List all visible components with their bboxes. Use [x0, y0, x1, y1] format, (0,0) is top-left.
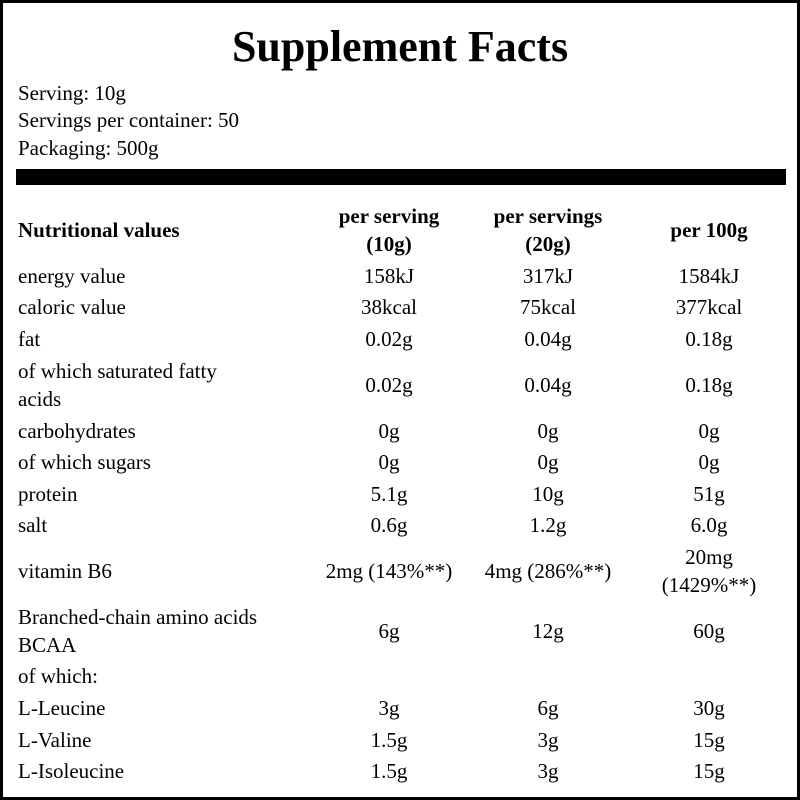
nutrient-value: 1.2g — [529, 513, 567, 537]
divider-bar — [16, 169, 786, 185]
nutrient-value: 6.0g — [690, 513, 728, 537]
nutrient-value: 30g — [693, 696, 725, 720]
nutrient-label: Branched-chain amino acids BCAA — [18, 605, 258, 657]
nutrient-row: L-Valine 1.5g 3g 15g — [3, 725, 797, 755]
serving-info: Serving: 10g — [18, 81, 126, 105]
nutrient-row: L-Isoleucine 1.5g 3g 15g — [3, 756, 797, 786]
nutrient-value: 0g — [537, 419, 559, 443]
nutrient-label: carbohydrates — [18, 419, 136, 443]
nutrient-value: 3g — [537, 759, 559, 783]
column-header: per servings (20g) — [493, 204, 603, 256]
nutrient-value: 60g — [693, 619, 725, 643]
nutrient-label: of which saturated fatty acids — [18, 359, 217, 411]
nutrient-value: 5.1g — [370, 482, 408, 506]
nutrient-row: of which: — [3, 661, 797, 691]
nutrient-row: fat 0.02g 0.04g 0.18g — [3, 324, 797, 354]
nutrient-value: 0g — [698, 419, 720, 443]
nutrient-value: 0.18g — [685, 327, 733, 351]
header-row: Nutritional values per serving (10g) per s… — [3, 201, 797, 259]
nutrient-value: 1.5g — [370, 728, 408, 752]
nutrient-label: salt — [18, 513, 48, 537]
nutrient-value: 0.04g — [524, 327, 572, 351]
nutrient-value: 75kcal — [520, 295, 576, 319]
nutrient-value: 0.02g — [365, 373, 413, 397]
nutrient-row: of which saturated fatty acids 0.02g 0.04g… — [3, 355, 797, 415]
nutrient-value: 317kJ — [522, 264, 574, 288]
nutrient-value: 1.5g — [370, 759, 408, 783]
nutrient-value: 377kcal — [675, 295, 743, 319]
nutrient-row: of which sugars 0g 0g 0g — [3, 447, 797, 477]
nutrient-value: 38kcal — [361, 295, 417, 319]
nutrient-value: 3g — [537, 728, 559, 752]
nutrient-label: L-Leucine — [18, 696, 106, 720]
nutrient-value: 0g — [378, 419, 400, 443]
nutrient-value: 2mg (143%**) — [325, 559, 453, 583]
nutrient-label: vitamin B6 — [18, 559, 112, 583]
nutrient-row: carbohydrates 0g 0g 0g — [3, 416, 797, 446]
nutrient-value: 4mg (286%**) — [484, 559, 612, 583]
nutrient-value: 15g — [693, 728, 725, 752]
nutrient-label: protein — [18, 482, 78, 506]
nutrient-value: 51g — [693, 482, 725, 506]
nutrient-value: 15g — [693, 759, 725, 783]
nutrient-label: L-Valine — [18, 728, 92, 752]
nutrient-row: caloric value 38kcal 75kcal 377kcal — [3, 292, 797, 322]
nutrient-value: 1584kJ — [678, 264, 740, 288]
nutrient-value: 0.02g — [365, 327, 413, 351]
column-header: Nutritional values — [18, 218, 180, 242]
nutrient-value: 0g — [537, 450, 559, 474]
nutrient-value: 158kJ — [363, 264, 415, 288]
nutrient-row: vitamin B6 2mg (143%**) 4mg (286%**) 20mg (… — [3, 541, 797, 601]
nutrient-value: 0g — [698, 450, 720, 474]
nutrient-value: 0.18g — [685, 373, 733, 397]
nutrient-value: 12g — [532, 619, 564, 643]
nutrient-label: caloric value — [18, 295, 126, 319]
nutrient-value: 20mg (1429%**) — [661, 545, 757, 597]
nutrient-row: Branched-chain amino acids BCAA 6g 12g 60g — [3, 601, 797, 661]
nutrient-value: 6g — [378, 619, 400, 643]
title: Supplement Facts — [231, 22, 569, 71]
column-header: per serving (10g) — [338, 204, 440, 256]
nutrient-label: fat — [18, 327, 41, 351]
nutrient-label: energy value — [18, 264, 126, 288]
column-header: per 100g — [670, 218, 748, 242]
nutrient-value: 0.04g — [524, 373, 572, 397]
nutrient-value: 0.6g — [370, 513, 408, 537]
serving-info: Packaging: 500g — [18, 136, 159, 160]
nutrient-label: of which: — [18, 664, 98, 688]
nutrient-row: energy value 158kJ 317kJ 1584kJ — [3, 261, 797, 291]
nutrient-row: salt 0.6g 1.2g 6.0g — [3, 510, 797, 540]
nutrient-value: 0g — [378, 450, 400, 474]
nutrient-label: of which sugars — [18, 450, 151, 474]
nutrient-value: 3g — [378, 696, 400, 720]
nutrient-row: L-Leucine 3g 6g 30g — [3, 693, 797, 723]
nutrient-label: L-Isoleucine — [18, 759, 125, 783]
serving-info: Servings per container: 50 — [18, 108, 240, 132]
nutrient-value: 6g — [537, 696, 559, 720]
nutrient-value: 10g — [532, 482, 564, 506]
nutrient-row: protein 5.1g 10g 51g — [3, 479, 797, 509]
